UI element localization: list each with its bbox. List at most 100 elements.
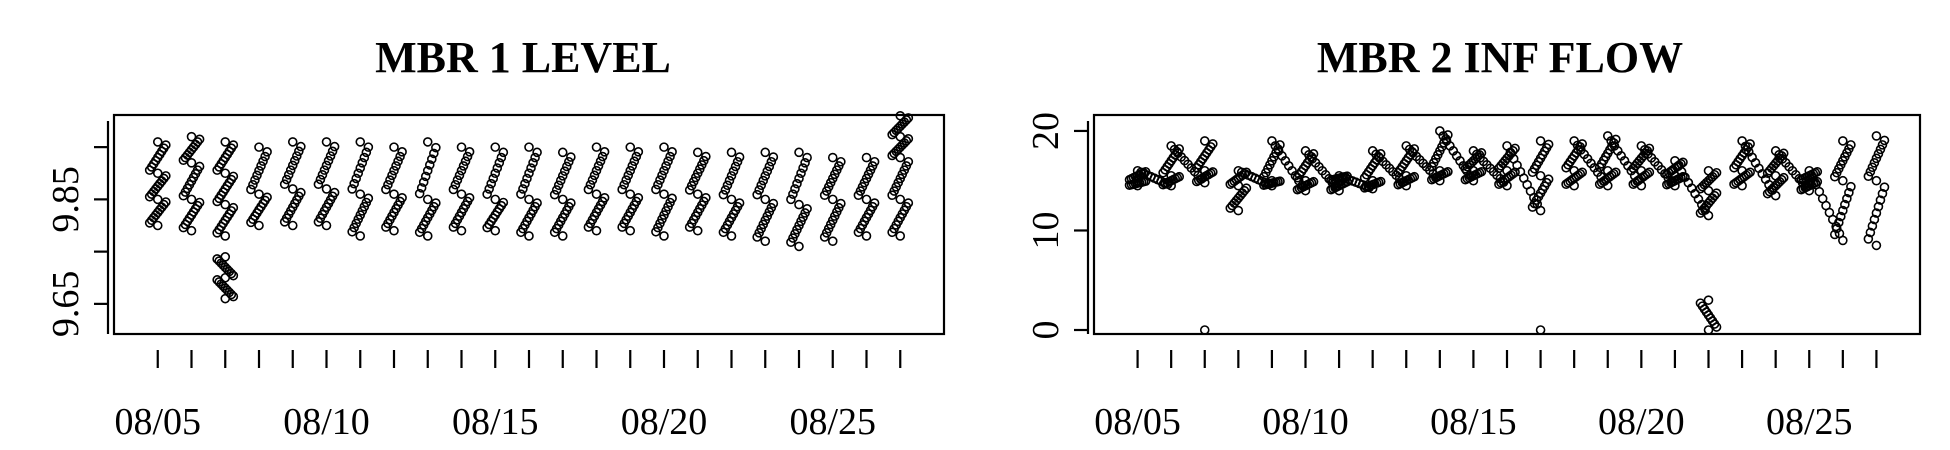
data-point: [254, 142, 264, 152]
data-point: [313, 179, 324, 190]
data-point: [426, 154, 437, 164]
data-point: [416, 183, 427, 193]
data-point: [355, 189, 366, 199]
data-point: [321, 137, 332, 147]
data-point: [561, 161, 572, 172]
data-point: [794, 147, 804, 158]
data-point: [589, 170, 600, 181]
data-point: [395, 151, 405, 162]
data-point: [760, 236, 771, 246]
data-point: [186, 194, 197, 205]
data-point: [1577, 139, 1588, 149]
y-axis: 0 10 20: [1025, 112, 1090, 340]
data-point: [790, 184, 800, 194]
data-point: [633, 193, 644, 203]
data-point: [593, 161, 604, 171]
data-point: [490, 225, 501, 236]
data-point: [329, 187, 340, 198]
data-point: [422, 194, 433, 205]
data-point: [192, 137, 203, 147]
data-point: [359, 152, 370, 163]
data-point: [794, 173, 804, 184]
data-point: [321, 184, 332, 194]
data-point: [152, 194, 163, 205]
data-point: [194, 161, 205, 172]
data-point: [484, 184, 494, 194]
data-point: [764, 161, 775, 172]
data-point: [651, 184, 661, 195]
data-point: [564, 156, 574, 167]
data-point: [1476, 166, 1487, 177]
data-point: [869, 156, 880, 167]
data-point: [287, 137, 298, 147]
data-point: [625, 142, 636, 152]
data-point: [532, 147, 542, 158]
data-point: [1877, 140, 1888, 150]
data-point: [1875, 195, 1886, 205]
data-point: [766, 156, 777, 167]
data-point: [659, 165, 669, 176]
data-point: [762, 166, 773, 176]
data-point: [1709, 169, 1720, 180]
data-point: [619, 179, 629, 190]
data-point: [159, 173, 169, 184]
data-point: [1199, 136, 1210, 146]
data-point: [1867, 162, 1878, 173]
data-point: [456, 165, 467, 176]
x-tick-label: 08/10: [1262, 401, 1349, 443]
data-point: [1241, 183, 1252, 193]
data-point: [1865, 227, 1876, 238]
data-point: [1199, 325, 1210, 335]
data-point: [254, 220, 264, 231]
data-point: [329, 141, 340, 152]
data-point: [1842, 193, 1852, 204]
data-point: [226, 268, 237, 279]
data-point: [532, 198, 542, 208]
data-point: [869, 198, 880, 208]
data-point: [490, 168, 501, 179]
data-point: [279, 179, 290, 190]
data-point: [557, 171, 568, 181]
data-point: [627, 161, 638, 171]
data-point: [248, 179, 258, 190]
data-point: [363, 193, 374, 204]
data-point: [228, 270, 239, 281]
data-point: [464, 193, 475, 203]
data-point: [287, 160, 298, 171]
data-point: [1879, 135, 1890, 146]
data-point: [357, 158, 368, 168]
data-point: [281, 174, 292, 185]
data-points: [144, 110, 914, 304]
data-point: [653, 179, 663, 190]
data-point: [194, 197, 205, 208]
data-point: [397, 147, 407, 157]
data-point: [1846, 181, 1856, 192]
data-point: [591, 225, 602, 236]
data-point: [1575, 168, 1586, 179]
data-point: [431, 142, 441, 153]
data-point: [490, 142, 501, 152]
data-point: [152, 137, 163, 147]
data-point: [557, 194, 568, 205]
data-point: [553, 180, 564, 191]
data-point: [836, 156, 846, 167]
data-point: [1174, 171, 1185, 182]
data-point: [754, 185, 764, 195]
data-point: [291, 151, 302, 161]
data-point: [1865, 166, 1876, 177]
data-point: [1275, 176, 1285, 187]
data-point: [159, 199, 169, 210]
data-point: [1871, 208, 1882, 218]
data-point: [520, 178, 530, 189]
data-point: [528, 158, 538, 168]
data-point: [623, 170, 634, 181]
data-point: [454, 170, 465, 181]
data-point: [861, 231, 872, 241]
data-point: [760, 194, 771, 205]
data-point: [555, 175, 566, 186]
data-point: [1611, 167, 1621, 178]
data-point: [1873, 149, 1884, 159]
data-point: [456, 225, 467, 236]
data-point: [1239, 185, 1250, 196]
data-point: [1863, 171, 1874, 182]
